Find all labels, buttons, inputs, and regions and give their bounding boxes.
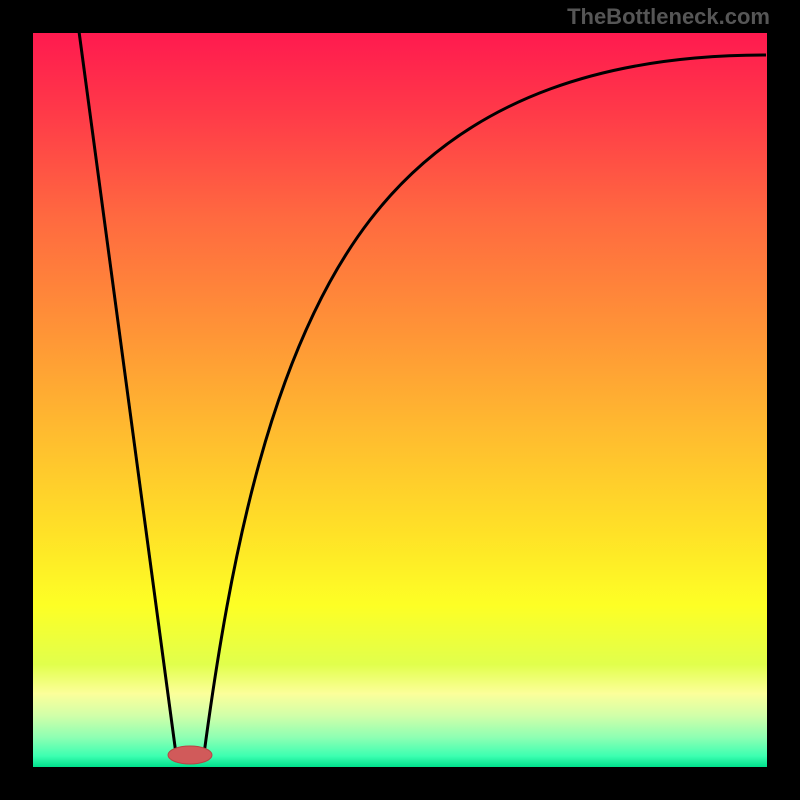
bottleneck-chart: TheBottleneck.com [0,0,800,800]
left-descent-line [78,24,176,754]
optimal-marker [168,746,212,764]
watermark-text: TheBottleneck.com [567,4,770,30]
curve-layer [0,0,800,800]
right-ascent-curve [204,55,766,754]
